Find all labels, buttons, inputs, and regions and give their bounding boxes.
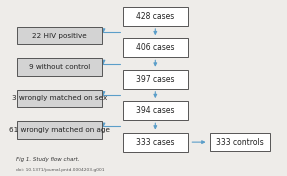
Text: 428 cases: 428 cases <box>136 12 174 21</box>
Text: 333 cases: 333 cases <box>136 138 174 147</box>
FancyBboxPatch shape <box>18 90 102 107</box>
Text: 3 wrongly matched on sex: 3 wrongly matched on sex <box>12 95 107 102</box>
FancyBboxPatch shape <box>18 121 102 139</box>
FancyBboxPatch shape <box>123 70 188 89</box>
FancyBboxPatch shape <box>18 58 102 76</box>
Text: 394 cases: 394 cases <box>136 106 174 115</box>
Text: 397 cases: 397 cases <box>136 75 174 84</box>
Text: 9 without control: 9 without control <box>29 64 90 70</box>
FancyBboxPatch shape <box>123 38 188 57</box>
Text: Fig 1. Study flow chart.: Fig 1. Study flow chart. <box>16 157 79 162</box>
FancyBboxPatch shape <box>123 101 188 120</box>
FancyBboxPatch shape <box>210 133 270 151</box>
Text: 333 controls: 333 controls <box>216 138 264 147</box>
Text: doi: 10.1371/journal.pntd.0004203.g001: doi: 10.1371/journal.pntd.0004203.g001 <box>16 168 104 172</box>
FancyBboxPatch shape <box>18 27 102 44</box>
Text: 406 cases: 406 cases <box>136 43 174 52</box>
FancyBboxPatch shape <box>123 133 188 152</box>
FancyBboxPatch shape <box>123 7 188 26</box>
Text: 61 wrongly matched on age: 61 wrongly matched on age <box>9 127 110 133</box>
Text: 22 HIV positive: 22 HIV positive <box>32 33 87 39</box>
